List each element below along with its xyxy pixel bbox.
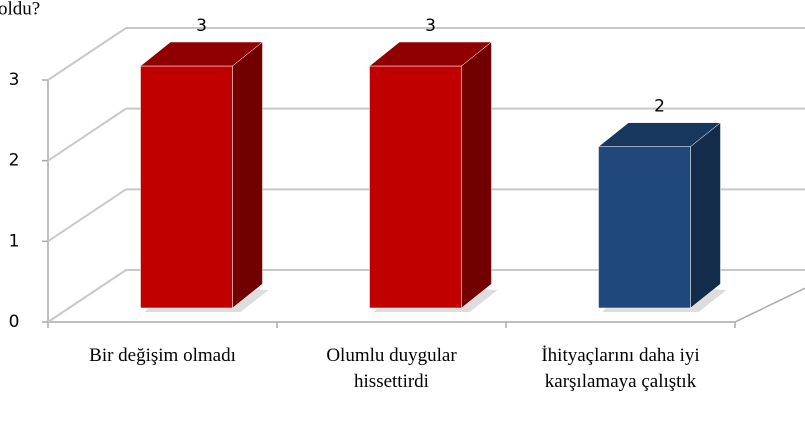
y-tick-label: 2 [9, 151, 20, 171]
grid-line [47, 188, 805, 243]
grid-line [47, 107, 805, 162]
bar [597, 122, 727, 312]
bar-front [598, 146, 691, 309]
bar-front [369, 65, 462, 309]
x-tick-label: Bir değişim olmadı [89, 345, 236, 366]
bar [368, 41, 498, 312]
grid-line [47, 269, 805, 323]
bar [139, 41, 269, 312]
value-label: 3 [196, 16, 207, 36]
value-label: 2 [654, 97, 665, 117]
y-tick-label: 0 [9, 312, 20, 332]
bar-side [232, 41, 263, 309]
x-tick-label: İhityaçlarını daha iyi karşılamaya çalış… [541, 345, 700, 392]
value-label: 3 [425, 16, 436, 36]
x-tick-label: Olumlu duygular hissettirdi [326, 345, 457, 392]
y-tick-label: 3 [9, 70, 20, 90]
bar-front [140, 65, 233, 309]
y-tick-label: 1 [9, 231, 20, 251]
bar-side [461, 41, 492, 309]
chart-title: oldu? [0, 0, 40, 19]
bar-side [690, 122, 721, 309]
grid-line [47, 27, 805, 81]
